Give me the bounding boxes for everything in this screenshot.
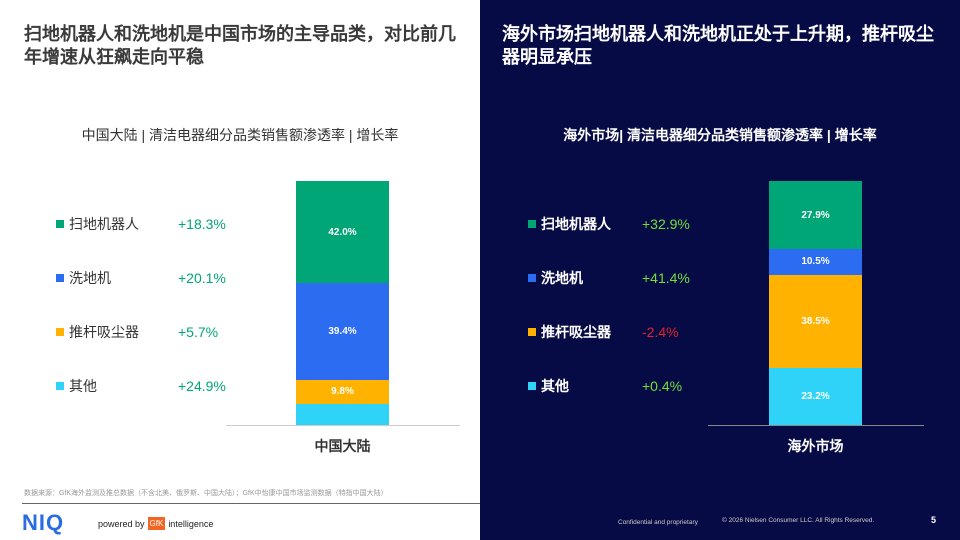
bar-segment: 27.9% bbox=[769, 181, 862, 249]
growth-rate: +41.4% bbox=[642, 270, 690, 286]
bar-segment: 39.4% bbox=[296, 283, 389, 380]
legend-item: 扫地机器人 bbox=[56, 214, 139, 234]
bar-segment: 38.5% bbox=[769, 274, 862, 369]
data-label: 39.4% bbox=[328, 326, 357, 338]
legend-item: 洗地机 bbox=[528, 268, 583, 288]
legend-label: 扫地机器人 bbox=[541, 216, 611, 232]
gfk-logo: GfK bbox=[147, 517, 166, 530]
legend-label: 其他 bbox=[541, 378, 569, 394]
growth-rate: -2.4% bbox=[642, 324, 679, 340]
legend-label: 扫地机器人 bbox=[69, 216, 139, 232]
x-axis bbox=[708, 425, 924, 426]
category-label: 中国大陆 bbox=[314, 438, 371, 454]
legend-swatch bbox=[56, 328, 64, 336]
data-label: 38.5% bbox=[801, 316, 830, 328]
growth-rate: +5.7% bbox=[178, 324, 219, 340]
data-label: 27.9% bbox=[801, 209, 830, 221]
legend-swatch bbox=[528, 382, 536, 390]
legend-swatch bbox=[56, 274, 64, 282]
legend-swatch bbox=[528, 274, 536, 282]
growth-rate: +24.9% bbox=[178, 378, 226, 394]
data-label: 9.8% bbox=[331, 386, 354, 398]
bar-segment bbox=[296, 403, 389, 425]
category-label: 海外市场 bbox=[787, 438, 844, 454]
growth-rate: +32.9% bbox=[642, 216, 690, 232]
legend-item: 洗地机 bbox=[56, 268, 111, 288]
bar-segment: 42.0% bbox=[296, 181, 389, 284]
x-axis bbox=[226, 425, 460, 426]
bar-segment: 23.2% bbox=[769, 368, 862, 425]
left-subtitle: 中国大陆 | 清洁电器细分品类销售额渗透率 | 增长率 bbox=[81, 127, 399, 143]
legend-item: 推杆吸尘器 bbox=[528, 322, 611, 342]
right-panel: 海外市场扫地机器人和洗地机正处于上升期，推杆吸尘器明显承压 海外市场| 清洁电器… bbox=[480, 0, 960, 540]
legend-item: 推杆吸尘器 bbox=[56, 322, 139, 342]
legend-label: 其他 bbox=[69, 378, 97, 394]
legend-swatch bbox=[56, 382, 64, 390]
growth-rate: +0.4% bbox=[642, 378, 683, 394]
footer-divider bbox=[22, 503, 480, 504]
legend-swatch bbox=[528, 220, 536, 228]
source-note: 数据来源：GfK海外监测及推总数据（不含北美、俄罗斯、中国大陆）；GfK中怡康中… bbox=[24, 490, 388, 497]
legend-item: 其他 bbox=[56, 376, 97, 396]
growth-rate: +18.3% bbox=[178, 216, 226, 232]
legend-item: 其他 bbox=[528, 376, 569, 396]
left-panel: 扫地机器人和洗地机是中国市场的主导品类，对比前几年增速从狂飙走向平稳 中国大陆 … bbox=[22, 24, 480, 535]
legend-label: 推杆吸尘器 bbox=[541, 324, 611, 340]
legend-label: 推杆吸尘器 bbox=[69, 324, 139, 340]
legend-swatch bbox=[528, 328, 536, 336]
intelligence-text: intelligence bbox=[168, 518, 214, 529]
legend-swatch bbox=[56, 220, 64, 228]
powered-by: powered by GfK intelligence bbox=[98, 517, 213, 530]
niq-logo: NIQ bbox=[22, 510, 65, 535]
confidential-text: Confidential and proprietary bbox=[618, 519, 698, 526]
right-title: 海外市场扫地机器人和洗地机正处于上升期，推杆吸尘器明显承压 bbox=[502, 24, 934, 67]
bar-segment: 10.5% bbox=[769, 249, 862, 275]
right-subtitle: 海外市场| 清洁电器细分品类销售额渗透率 | 增长率 bbox=[563, 127, 877, 143]
data-label: 23.2% bbox=[801, 391, 830, 403]
left-title: 扫地机器人和洗地机是中国市场的主导品类，对比前几年增速从狂飙走向平稳 bbox=[24, 24, 456, 67]
legend-item: 扫地机器人 bbox=[528, 214, 611, 234]
data-label: 42.0% bbox=[328, 226, 357, 238]
bar-segment: 9.8% bbox=[296, 379, 389, 404]
growth-rate: +20.1% bbox=[178, 270, 226, 286]
powered-by-text: powered by bbox=[98, 518, 145, 529]
legend-label: 洗地机 bbox=[541, 270, 583, 286]
data-label: 10.5% bbox=[801, 256, 830, 268]
copyright-text: © 2026 Nielsen Consumer LLC. All Rights … bbox=[722, 517, 875, 524]
legend-label: 洗地机 bbox=[69, 270, 111, 286]
page-number: 5 bbox=[931, 515, 937, 525]
